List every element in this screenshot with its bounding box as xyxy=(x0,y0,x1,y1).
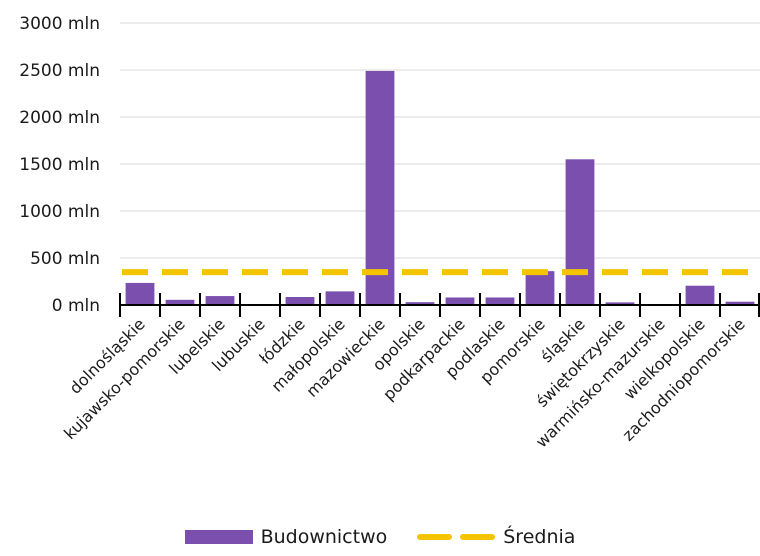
x-axis xyxy=(119,293,760,317)
bar xyxy=(565,159,595,305)
legend-label-bars: Budownictwo xyxy=(260,526,388,548)
bar xyxy=(285,297,315,305)
legend-item-bars: Budownictwo xyxy=(184,526,388,548)
bar-series xyxy=(125,70,755,305)
bar xyxy=(525,271,555,305)
bar xyxy=(165,299,195,305)
y-tick-label: 0 mln xyxy=(52,296,100,316)
bar xyxy=(405,302,435,305)
chart: 0 mln 500 mln 1000 mln 1500 mln 2000 mln 2500… xyxy=(19,14,760,451)
y-tick-label: 1500 mln xyxy=(19,155,100,175)
bar xyxy=(325,291,355,305)
legend-swatch-dashed-line xyxy=(417,534,496,540)
bar xyxy=(605,302,635,305)
legend: Budownictwo Średnia xyxy=(0,526,760,548)
y-tick-label: 500 mln xyxy=(30,249,100,269)
gridlines xyxy=(120,22,760,259)
bar xyxy=(205,296,235,305)
legend-swatch-bar xyxy=(184,530,253,544)
bar xyxy=(125,282,155,305)
y-tick-label: 3000 mln xyxy=(19,14,100,34)
y-tick-label: 1000 mln xyxy=(19,202,100,222)
bar xyxy=(685,285,715,305)
bar xyxy=(445,297,475,305)
bar xyxy=(365,70,395,305)
bar xyxy=(485,297,515,305)
legend-label-average: Średnia xyxy=(503,526,576,548)
legend-item-average: Średnia xyxy=(417,526,575,548)
x-axis-category-labels: dolnośląskiekujawsko-pomorskielubelskiel… xyxy=(60,314,749,451)
y-tick-label: 2000 mln xyxy=(19,108,100,128)
y-tick-label: 2500 mln xyxy=(19,61,100,81)
bar xyxy=(725,301,755,305)
y-axis-tick-labels: 0 mln 500 mln 1000 mln 1500 mln 2000 mln 2500… xyxy=(19,14,100,316)
